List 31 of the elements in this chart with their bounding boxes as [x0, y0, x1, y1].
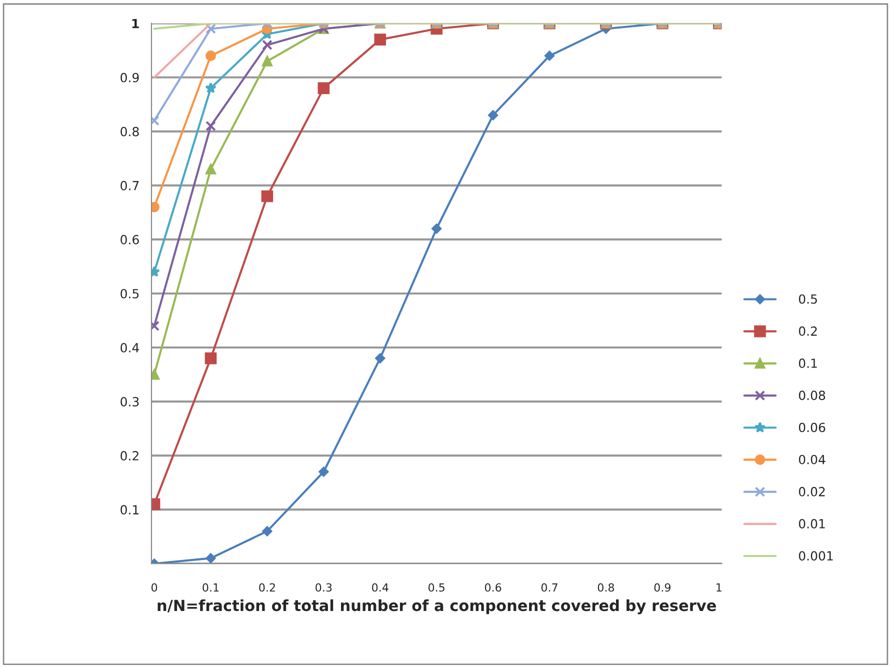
y-tick-label: 0.6: [120, 234, 139, 244]
x-tick-label: 0.2: [259, 583, 275, 592]
legend-label: 0.04: [798, 454, 826, 464]
x-tick-label: 0.9: [654, 583, 670, 592]
y-tick-label: 0.1: [120, 505, 139, 515]
y-tick-label: 0.9: [120, 72, 139, 82]
legend-label: 0.01: [798, 519, 825, 528]
y-tick-label: 0.3: [120, 397, 139, 406]
x-tick-label: 0.6: [484, 583, 502, 592]
x-tick-label: 0.5: [428, 583, 444, 592]
x-tick-label: 0.7: [541, 583, 558, 592]
legend-label: 0.2: [798, 326, 817, 336]
y-tick-label: 0.2: [120, 451, 138, 460]
x-tick-label: 0.1: [202, 583, 219, 592]
legend-label: 0.5: [798, 294, 817, 304]
legend-label: 0.02: [798, 486, 825, 496]
x-axis-title: n/N=fraction of total number of a component covered by reserve: [158, 599, 716, 614]
legend-label: 0.001: [798, 551, 833, 561]
x-tick-label: 0: [151, 583, 158, 592]
x-tick-label: 1: [716, 583, 722, 592]
legend-label: 0.06: [798, 422, 826, 432]
x-tick-label: 0.3: [316, 583, 332, 592]
y-tick-label: 1: [132, 18, 139, 28]
legend-label: 0.1: [798, 358, 817, 368]
y-tick-label: 0.4: [120, 342, 139, 352]
legend-label: 0.08: [798, 390, 826, 400]
x-tick-label: 0.8: [598, 583, 614, 592]
y-tick-label: 0.5: [120, 288, 139, 298]
y-tick-label: 0.8: [120, 126, 139, 136]
y-tick-label: 0.7: [120, 180, 139, 190]
x-tick-label: 0.4: [372, 583, 388, 592]
